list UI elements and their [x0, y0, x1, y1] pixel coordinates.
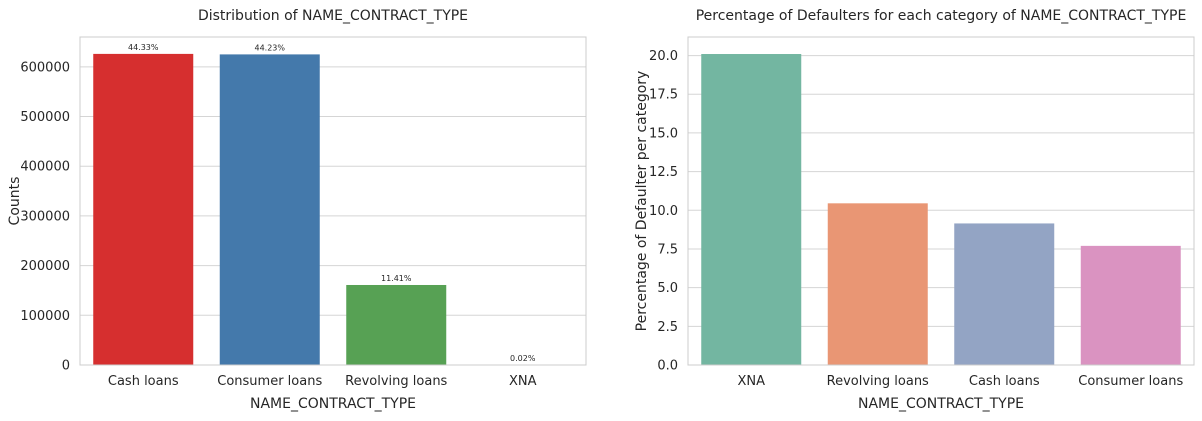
x-tick-label: Consumer loans — [1078, 374, 1183, 389]
y-tick-label: 300000 — [20, 209, 70, 224]
bar-xna — [701, 54, 801, 365]
y-tick-label: 17.5 — [649, 88, 678, 103]
data-label: 44.33% — [128, 43, 159, 52]
bar-cash-loans — [954, 223, 1054, 365]
y-tick-label: 200000 — [20, 259, 70, 274]
y-tick-label: 100000 — [20, 309, 70, 324]
x-axis-label: NAME_CONTRACT_TYPE — [858, 396, 1024, 412]
bar-consumer-loans — [1081, 246, 1181, 365]
bar-consumer-loans — [220, 54, 320, 365]
y-tick-label: 15.0 — [649, 126, 678, 141]
x-tick-label: Consumer loans — [217, 374, 322, 389]
y-tick-label: 2.5 — [657, 320, 678, 335]
y-tick-label: 0 — [62, 359, 70, 374]
y-tick-label: 20.0 — [649, 49, 678, 64]
bar-revolving-loans — [828, 203, 928, 365]
data-label: 44.23% — [254, 43, 285, 52]
y-tick-label: 500000 — [20, 110, 70, 125]
y-tick-label: 600000 — [20, 60, 70, 75]
y-tick-label: 0.0 — [657, 359, 678, 374]
y-tick-label: 400000 — [20, 160, 70, 175]
x-tick-label: Cash loans — [969, 374, 1040, 389]
y-axis-label: Percentage of Defaulter per category — [634, 71, 650, 332]
x-axis-label: NAME_CONTRACT_TYPE — [250, 396, 416, 412]
x-tick-label: XNA — [737, 374, 765, 389]
bar-cash-loans — [93, 54, 193, 365]
x-tick-label: Cash loans — [108, 374, 179, 389]
chart-panel-2: XNA Revolving loans Cash loans Consumer loa… — [634, 8, 1194, 412]
y-axis-label: Counts — [7, 177, 23, 226]
x-tick-label: Revolving loans — [827, 374, 929, 389]
bar-revolving-loans — [346, 285, 446, 365]
data-label: 11.41% — [381, 274, 412, 283]
chart-panel-1: Cash loans 44.33% Consumer loans 44.23% Revo… — [7, 8, 586, 412]
x-tick-label: XNA — [509, 374, 537, 389]
chart-title: Distribution of NAME_CONTRACT_TYPE — [198, 8, 468, 24]
y-tick-label: 7.5 — [657, 242, 678, 257]
data-label: 0.02% — [510, 354, 536, 363]
chart-title: Percentage of Defaulters for each catego… — [696, 8, 1187, 24]
x-tick-label: Revolving loans — [345, 374, 447, 389]
y-tick-label: 5.0 — [657, 281, 678, 296]
y-tick-label: 12.5 — [649, 165, 678, 180]
y-tick-label: 10.0 — [649, 204, 678, 219]
